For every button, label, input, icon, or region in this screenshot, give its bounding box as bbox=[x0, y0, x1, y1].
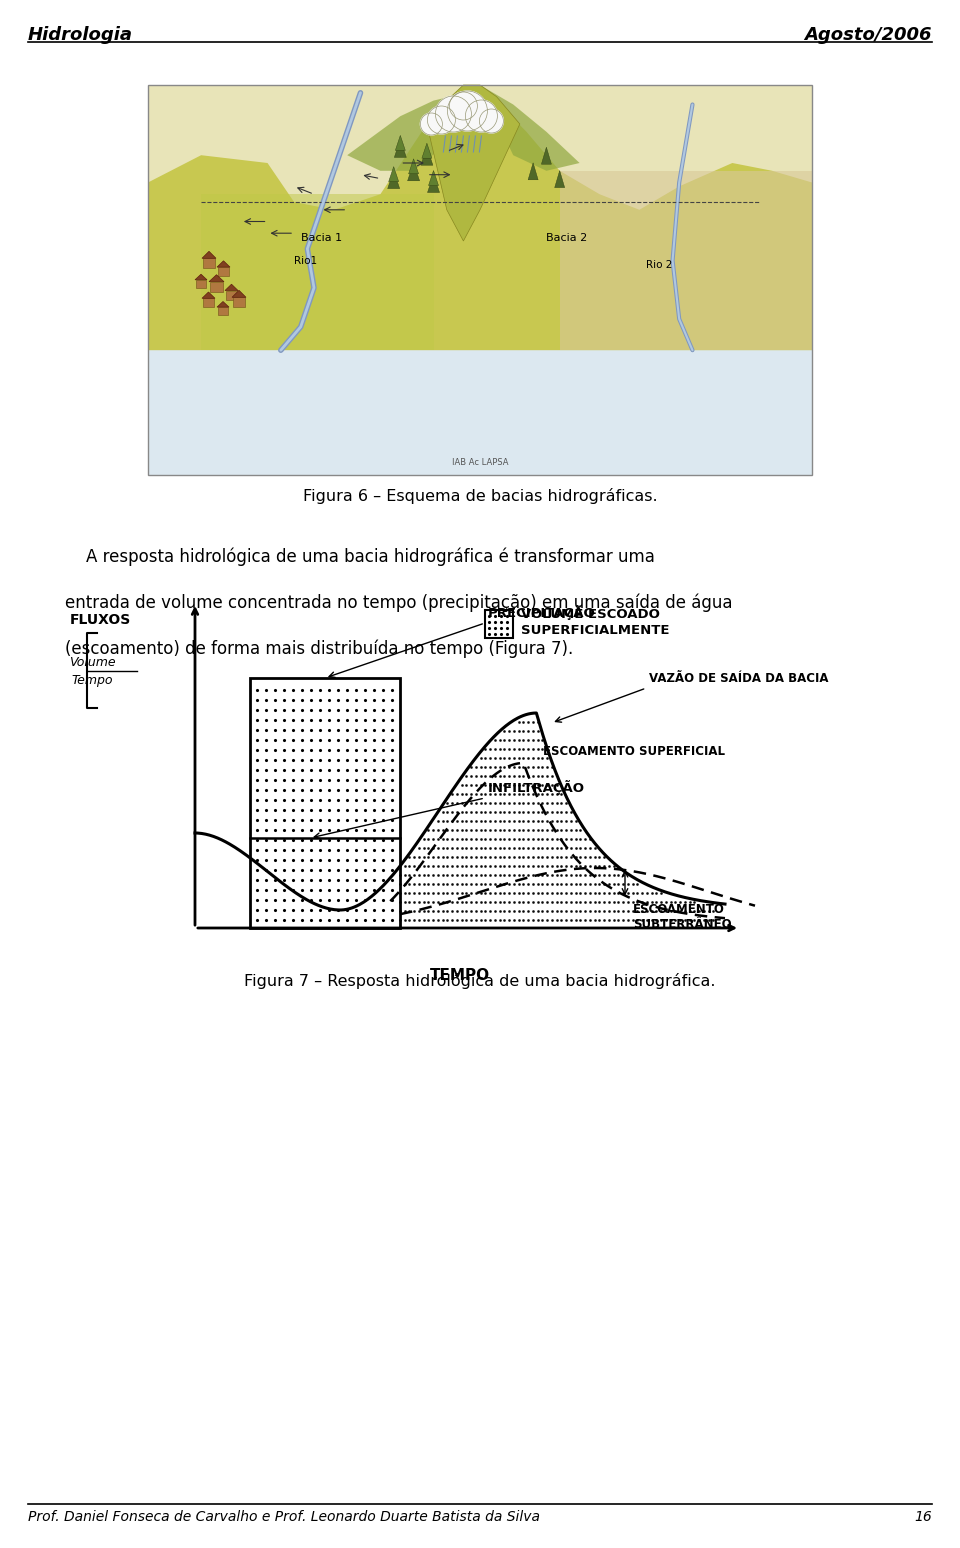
Polygon shape bbox=[408, 163, 420, 181]
Bar bbox=[233, 297, 245, 308]
Text: ESCOAMENTO SUPERFICIAL: ESCOAMENTO SUPERFICIAL bbox=[543, 745, 725, 759]
Circle shape bbox=[479, 108, 503, 133]
Polygon shape bbox=[555, 170, 564, 187]
Bar bbox=[148, 85, 812, 475]
Bar bbox=[148, 85, 812, 350]
Polygon shape bbox=[202, 251, 216, 259]
Bar bbox=[485, 610, 513, 638]
Circle shape bbox=[427, 105, 455, 135]
Polygon shape bbox=[209, 274, 224, 282]
Text: Hidrologia: Hidrologia bbox=[28, 26, 133, 43]
Polygon shape bbox=[421, 144, 432, 158]
Text: IAB Ac LAPSA: IAB Ac LAPSA bbox=[452, 458, 508, 467]
Text: 16: 16 bbox=[914, 1509, 932, 1523]
Polygon shape bbox=[217, 302, 229, 307]
Circle shape bbox=[420, 113, 443, 135]
Polygon shape bbox=[409, 159, 419, 173]
Polygon shape bbox=[217, 260, 230, 268]
Polygon shape bbox=[232, 291, 246, 297]
Polygon shape bbox=[388, 170, 399, 189]
Bar bbox=[203, 299, 214, 308]
Polygon shape bbox=[427, 175, 440, 192]
Bar bbox=[202, 194, 434, 350]
Text: VAZÃO DE SAÍDA DA BACIA: VAZÃO DE SAÍDA DA BACIA bbox=[649, 672, 828, 686]
Polygon shape bbox=[480, 85, 580, 170]
Circle shape bbox=[449, 91, 477, 121]
Text: (escoamento) de forma mais distribuída no tempo (Figura 7).: (escoamento) de forma mais distribuída n… bbox=[65, 639, 573, 658]
Polygon shape bbox=[395, 139, 406, 158]
Text: A resposta hidrológica de uma bacia hidrográfica é transformar uma: A resposta hidrológica de uma bacia hidr… bbox=[65, 548, 655, 567]
Text: Prof. Daniel Fonseca de Carvalho e Prof. Leonardo Duarte Batista da Silva: Prof. Daniel Fonseca de Carvalho e Prof.… bbox=[28, 1509, 540, 1523]
Circle shape bbox=[436, 96, 471, 132]
Polygon shape bbox=[541, 147, 551, 164]
Circle shape bbox=[466, 101, 497, 132]
Text: Rio1: Rio1 bbox=[294, 257, 317, 266]
Text: PRECIPITAÇÃO: PRECIPITAÇÃO bbox=[488, 605, 596, 621]
Polygon shape bbox=[428, 170, 439, 186]
Polygon shape bbox=[420, 147, 433, 166]
Text: TEMPO: TEMPO bbox=[430, 968, 490, 983]
Text: SUPERFICIALMENTE: SUPERFICIALMENTE bbox=[521, 624, 669, 636]
Bar bbox=[210, 282, 223, 291]
Polygon shape bbox=[148, 85, 812, 350]
Text: FLUXOS: FLUXOS bbox=[69, 613, 131, 627]
Polygon shape bbox=[348, 85, 480, 170]
Text: Volume: Volume bbox=[69, 656, 115, 669]
Bar bbox=[218, 268, 229, 276]
Bar bbox=[560, 170, 812, 350]
Polygon shape bbox=[195, 274, 207, 280]
Polygon shape bbox=[427, 85, 520, 241]
Text: Bacia 1: Bacia 1 bbox=[300, 234, 342, 243]
Text: Figura 7 – Resposta hidrológica de uma bacia hidrográfica.: Figura 7 – Resposta hidrológica de uma b… bbox=[244, 974, 716, 989]
Polygon shape bbox=[202, 293, 215, 299]
Text: Bacia 2: Bacia 2 bbox=[546, 234, 588, 243]
Text: Rio 2: Rio 2 bbox=[646, 260, 672, 271]
Text: Tempo: Tempo bbox=[71, 673, 112, 687]
Text: INFILTRAÇÃO: INFILTRAÇÃO bbox=[488, 780, 585, 796]
Bar bbox=[203, 259, 215, 268]
Bar bbox=[226, 291, 237, 299]
Bar bbox=[218, 307, 228, 316]
Circle shape bbox=[447, 91, 488, 132]
Text: ESCOAMENTO
SUBTERRÂNEO: ESCOAMENTO SUBTERRÂNEO bbox=[633, 902, 732, 930]
Bar bbox=[196, 280, 206, 288]
Polygon shape bbox=[389, 167, 398, 181]
Text: VOLUME ESCOADO: VOLUME ESCOADO bbox=[521, 608, 660, 621]
Bar bbox=[250, 678, 400, 927]
Polygon shape bbox=[225, 285, 238, 291]
Text: entrada de volume concentrada no tempo (precipitação) em uma saída de água: entrada de volume concentrada no tempo (… bbox=[65, 594, 732, 613]
Polygon shape bbox=[528, 163, 539, 180]
Bar bbox=[148, 350, 812, 475]
Text: Figura 6 – Esquema de bacias hidrográficas.: Figura 6 – Esquema de bacias hidrográfic… bbox=[302, 488, 658, 505]
Polygon shape bbox=[396, 135, 405, 150]
Text: Agosto/2006: Agosto/2006 bbox=[804, 26, 932, 43]
